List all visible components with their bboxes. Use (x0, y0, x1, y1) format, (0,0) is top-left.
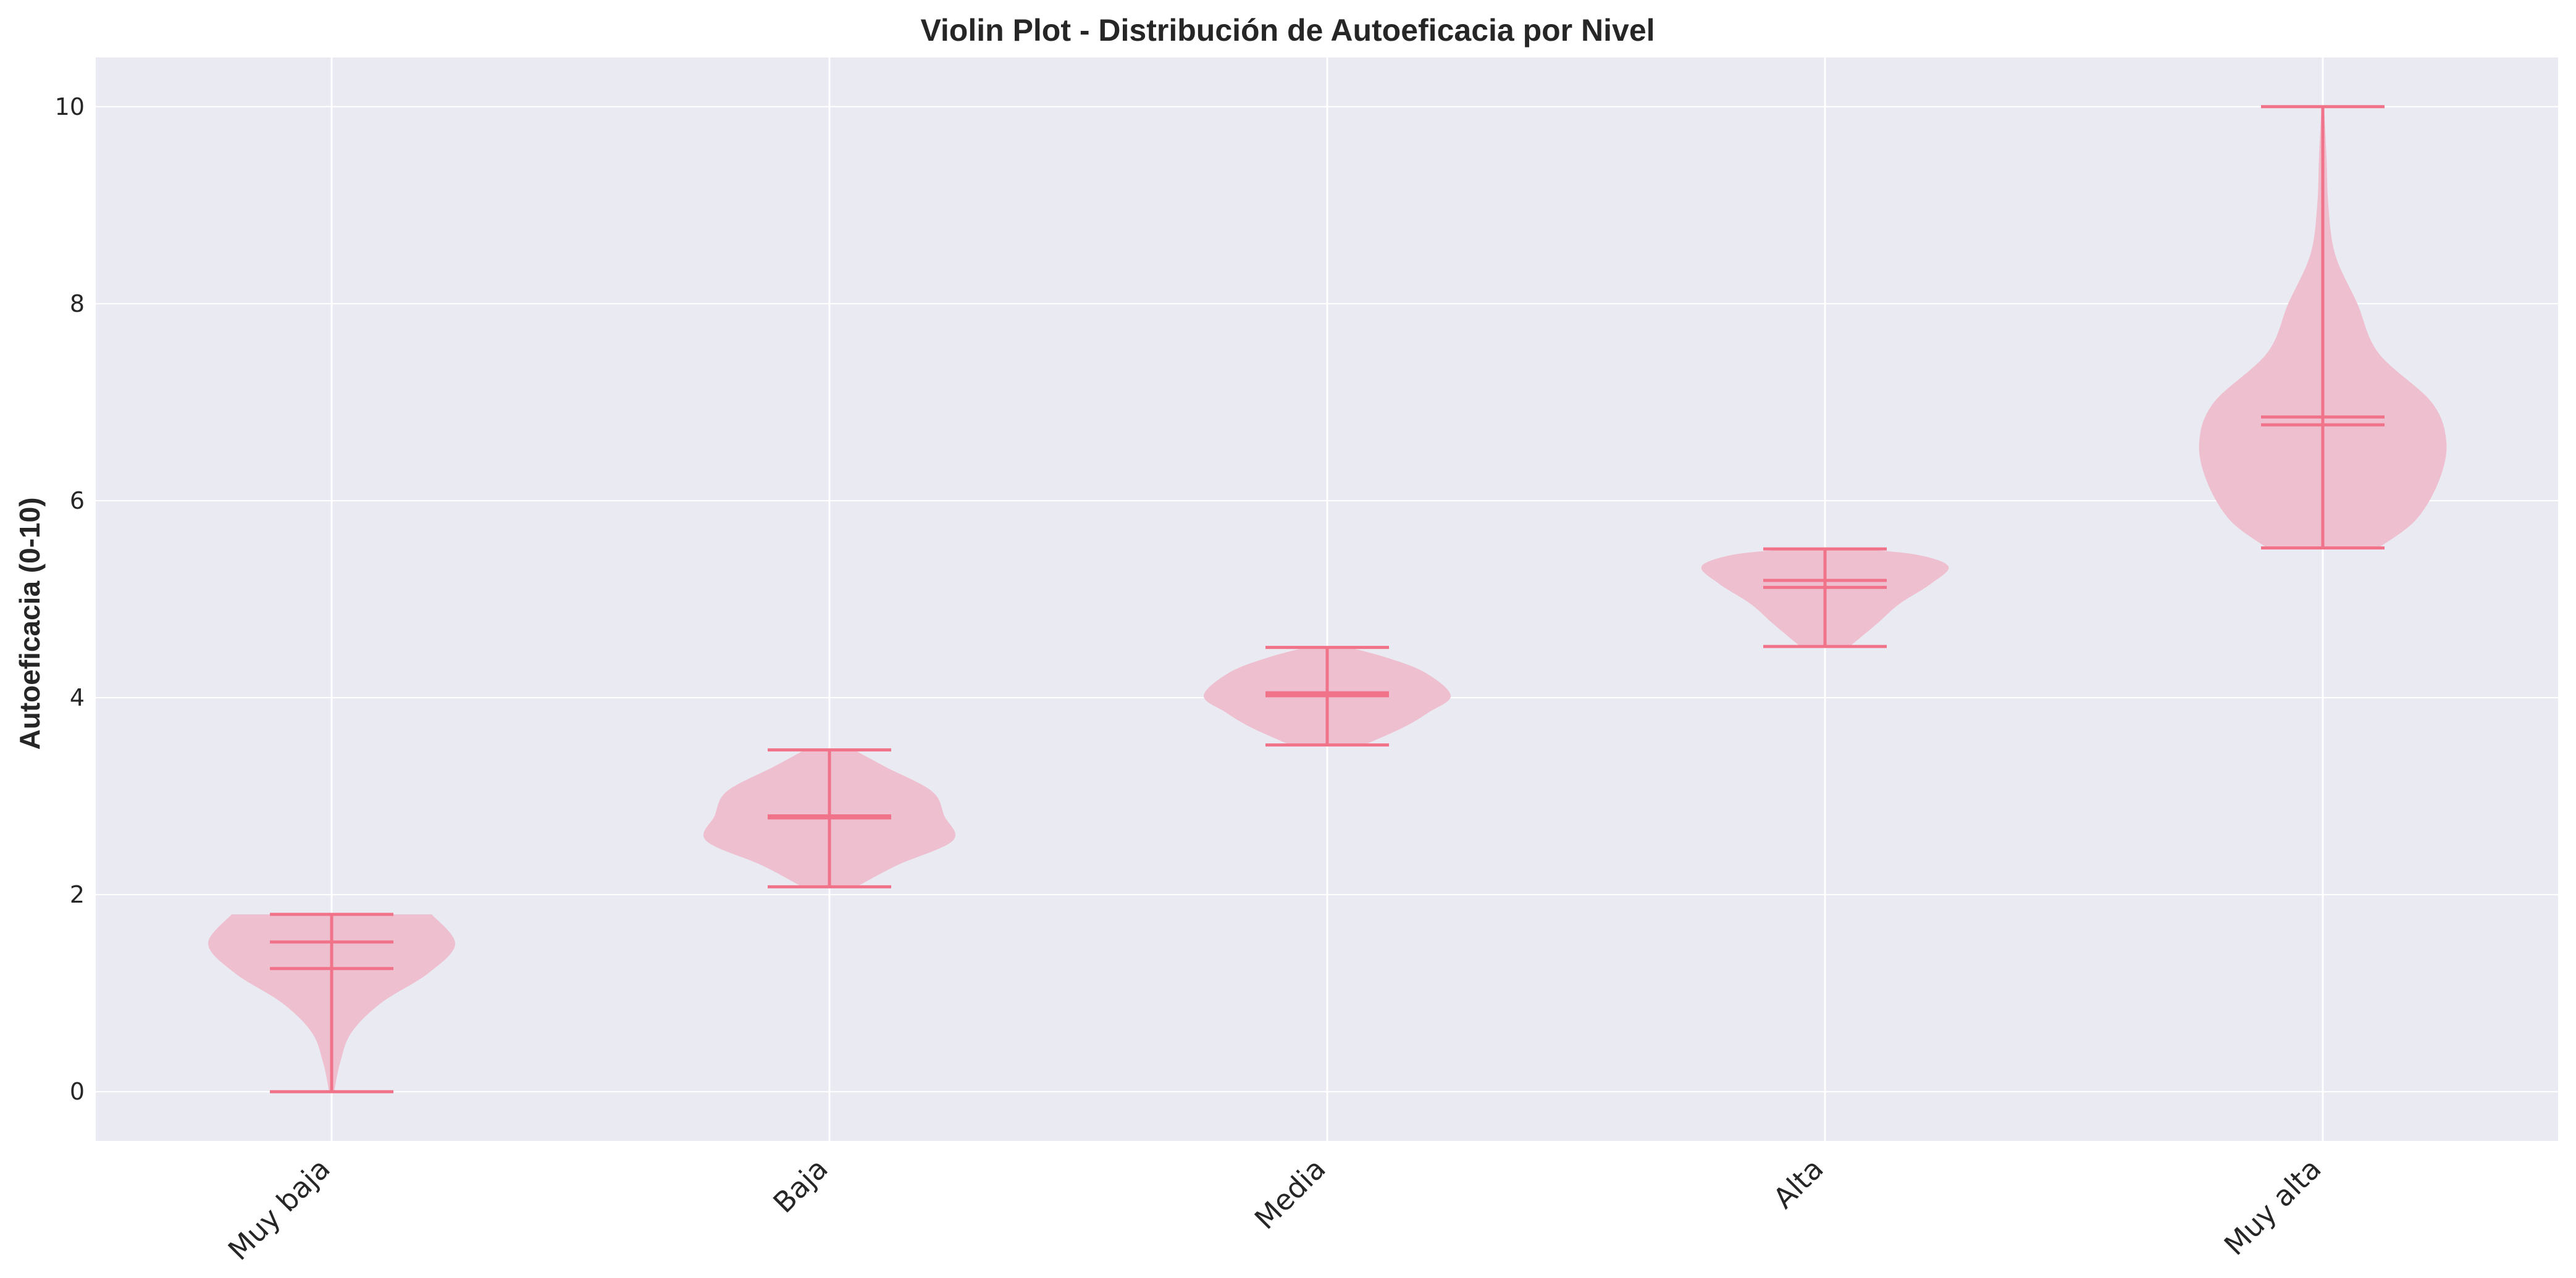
violins (208, 105, 2447, 1093)
x-tick-label: Muy alta (2218, 1152, 2328, 1262)
y-axis-label: Autoeficacia (0-10) (14, 497, 46, 750)
y-tick-label: 0 (70, 1078, 85, 1105)
x-tick-label: Muy baja (222, 1152, 337, 1267)
y-tick-label: 4 (70, 684, 85, 711)
x-tick-labels: Muy baja Baja Media Alta Muy alta (222, 1152, 2328, 1267)
y-tick-label: 8 (70, 290, 85, 317)
x-tick-label: Alta (1767, 1152, 1830, 1215)
x-tick-label: Baja (766, 1152, 834, 1219)
x-tick-label: Media (1248, 1152, 1332, 1236)
y-tick-label: 10 (55, 93, 85, 120)
y-tick-label: 6 (70, 487, 85, 514)
y-tick-label: 2 (70, 881, 85, 908)
chart-title: Violin Plot - Distribución de Autoeficac… (920, 13, 1655, 48)
y-tick-labels: 0 2 4 6 8 10 (55, 93, 85, 1105)
